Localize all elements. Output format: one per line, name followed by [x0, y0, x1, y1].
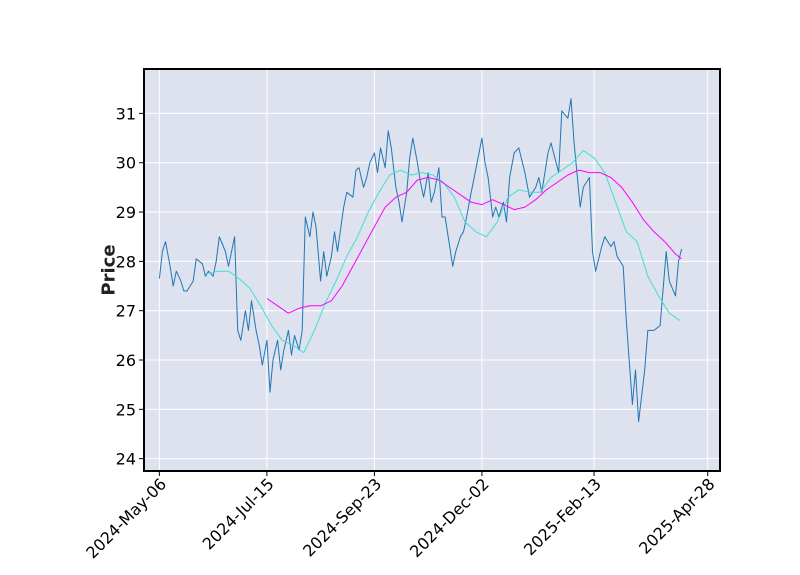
y-axis-title: Price [98, 244, 119, 295]
x-tick-label: 2024-Dec-02 [406, 474, 493, 561]
x-tick-label: 2025-Feb-13 [520, 474, 605, 559]
y-tick-label: 27 [116, 302, 136, 321]
plot-area [144, 69, 720, 471]
y-tick-label: 26 [116, 351, 136, 370]
x-tick-label: 2025-Apr-28 [635, 474, 718, 557]
series-line-ma_short [206, 149, 681, 354]
y-tick-label: 30 [116, 154, 136, 173]
plot-frame [143, 68, 721, 472]
y-tick-label: 24 [116, 450, 136, 469]
gridlines [144, 69, 720, 471]
x-tick-label: 2024-Sep-23 [299, 474, 385, 560]
y-tick-label: 29 [116, 203, 136, 222]
x-tick-label: 2024-Jul-15 [199, 474, 278, 553]
x-tick-label: 2024-May-06 [82, 474, 170, 562]
y-tick-label: 25 [116, 400, 136, 419]
y-tick-label: 28 [116, 252, 136, 271]
series-lines [158, 98, 683, 423]
series-line-ma_long [266, 169, 682, 314]
y-tick-label: 31 [116, 104, 136, 123]
